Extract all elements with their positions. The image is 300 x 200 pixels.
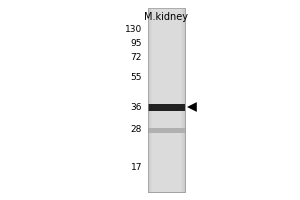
Text: 72: 72 [130,53,142,62]
Bar [148,8,185,192]
Text: 28: 28 [130,126,142,134]
Text: 55: 55 [130,73,142,82]
Bar [148,8,185,192]
Bar [148,128,185,133]
Text: M.kidney: M.kidney [144,12,188,22]
Text: 36: 36 [130,104,142,112]
Text: 130: 130 [125,25,142,34]
Text: 17: 17 [130,164,142,172]
Bar [148,104,185,111]
Polygon shape [187,102,197,112]
Text: 95: 95 [130,40,142,48]
